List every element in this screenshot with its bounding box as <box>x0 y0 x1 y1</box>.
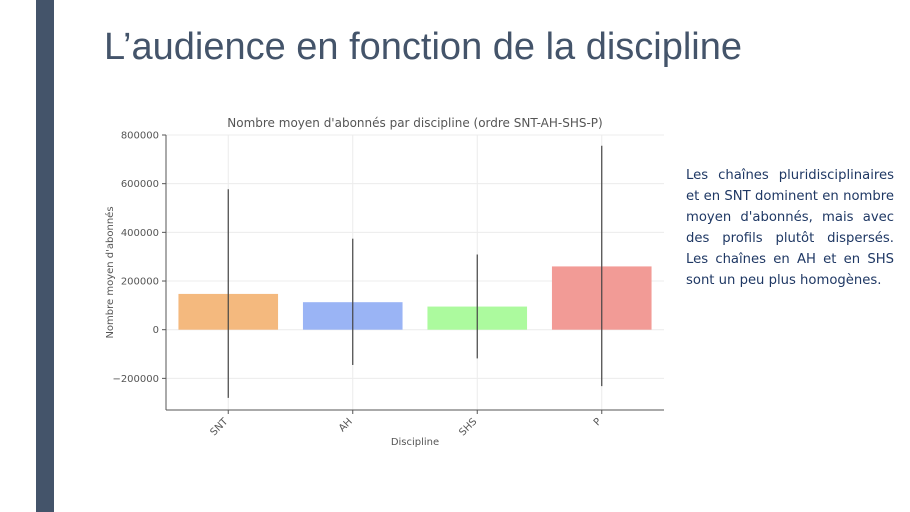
commentary-text: Les chaînes pluridisciplinaires et en SN… <box>686 168 894 288</box>
x-tick-label: P <box>592 416 604 428</box>
x-tick-label: SNT <box>208 416 231 439</box>
y-tick-label: 600000 <box>121 179 159 190</box>
x-tick-label: AH <box>337 416 355 434</box>
y-axis-label: Nombre moyen d'abonnés <box>104 206 116 338</box>
x-tick-label: SHS <box>457 416 479 438</box>
y-tick-label: 200000 <box>121 277 159 288</box>
slide-title: L’audience en fonction de la discipline <box>104 26 743 68</box>
y-tick-label: 800000 <box>121 131 159 142</box>
accent-sidebar <box>36 0 54 512</box>
y-tick-label: −200000 <box>112 374 159 385</box>
x-axis-label: Discipline <box>391 437 439 448</box>
y-tick-label: 0 <box>153 325 159 336</box>
chart-title: Nombre moyen d'abonnés par discipline (o… <box>227 116 602 130</box>
bar-chart: −200000 0 200000 400000 600000 800000 SNT AH SHS… <box>104 116 664 448</box>
y-tick-label: 400000 <box>121 228 159 239</box>
